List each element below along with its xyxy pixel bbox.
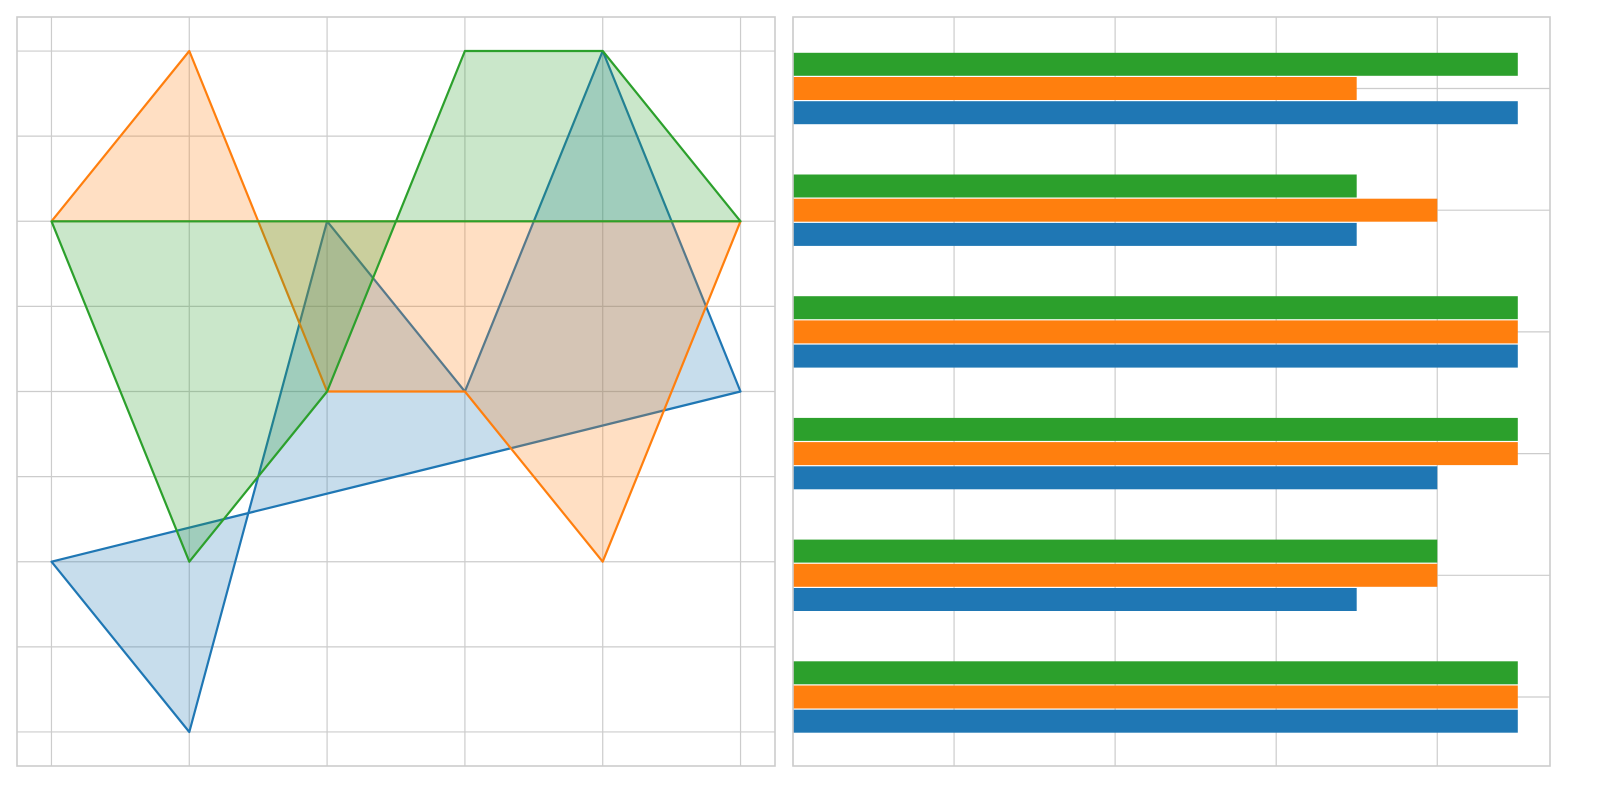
bar-series-2-cat-4 [793,539,1438,563]
bar-series-1-cat-4 [793,563,1438,587]
polygon-series-2 [50,49,742,563]
bar-series-0-cat-1 [793,222,1357,246]
bar-series-0-cat-5 [793,709,1518,733]
right-chart-frame [792,16,1551,767]
bar-series-0-cat-2 [793,344,1518,368]
bar-series-1-cat-3 [793,442,1518,466]
left-chart-frame [16,16,776,767]
polygon-area-chart [16,16,776,767]
bar-series-2-cat-5 [793,661,1518,685]
bar-series-2-cat-3 [793,417,1518,441]
horizontal-bar-chart [792,16,1551,767]
bar-series-1-cat-5 [793,685,1518,709]
bar-series-0-cat-3 [793,466,1438,490]
bar-series-2-cat-0 [793,52,1518,76]
bar-series-0-cat-0 [793,101,1518,125]
bar-series-0-cat-4 [793,588,1357,611]
bar-series-1-cat-0 [793,77,1357,100]
bar-series-2-cat-2 [793,296,1518,320]
right-chart-bars [793,52,1518,733]
bar-series-1-cat-1 [793,198,1438,222]
left-chart-polygons [50,49,742,734]
right-chart-grid [792,17,1550,766]
bar-series-2-cat-1 [793,174,1357,198]
bar-series-1-cat-2 [793,320,1518,344]
